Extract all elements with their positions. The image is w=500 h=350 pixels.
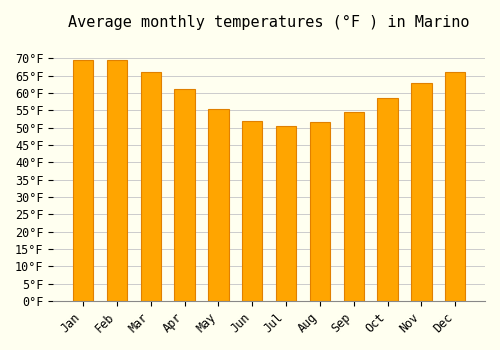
Bar <box>411 83 432 301</box>
Title: Average monthly temperatures (°F ) in Marino: Average monthly temperatures (°F ) in Ma… <box>68 15 470 30</box>
Bar <box>445 72 466 301</box>
Bar <box>140 72 161 301</box>
Bar <box>276 126 296 301</box>
Bar <box>174 90 195 301</box>
Bar <box>310 122 330 301</box>
Bar <box>378 98 398 301</box>
Bar <box>106 60 127 301</box>
Bar <box>208 108 229 301</box>
Bar <box>73 60 93 301</box>
Bar <box>344 112 364 301</box>
Bar <box>242 121 262 301</box>
